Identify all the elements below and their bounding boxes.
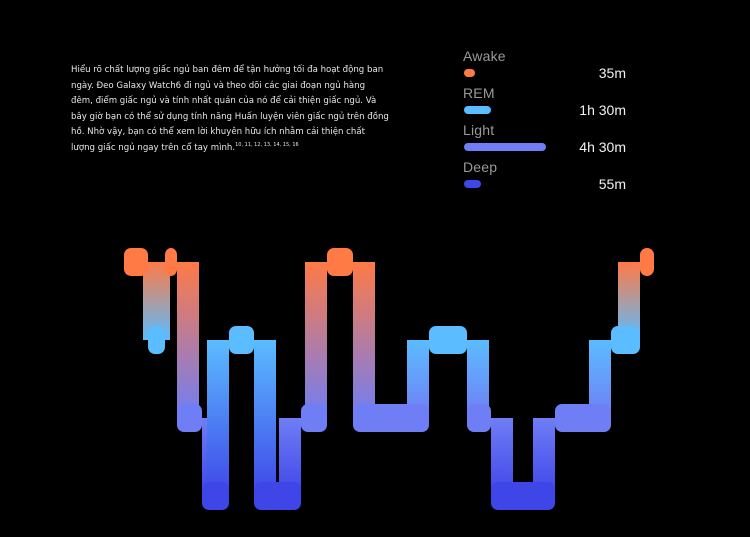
transition-connector (207, 340, 229, 496)
transition-connector (533, 418, 555, 496)
legend-duration-light: 4h 30m (579, 139, 626, 155)
legend-label-rem: REM (463, 85, 495, 101)
legend-bar-rem (464, 106, 492, 114)
legend-duration-deep: 55m (598, 176, 626, 192)
footnote-refs: 10, 11, 12, 13, 14, 15, 16 (235, 141, 299, 148)
transition-connector (407, 340, 429, 418)
stage-block-rem (429, 326, 467, 354)
legend-label-light: Light (463, 122, 495, 138)
legend-bar-light (464, 143, 546, 151)
stage-block-awake (165, 248, 177, 276)
stage-block-light (353, 404, 429, 432)
legend-bar-awake (464, 69, 475, 77)
legend-label-deep: Deep (463, 159, 498, 175)
stage-block-awake (640, 248, 654, 276)
legend-duration-awake: 35m (598, 65, 626, 81)
stage-block-light (177, 404, 202, 432)
transition-connector (353, 262, 375, 418)
stage-block-deep (491, 482, 555, 510)
legend-item-light: Light 4h 30m (463, 120, 633, 157)
stage-block-awake (327, 248, 353, 276)
transition-connector (589, 340, 611, 418)
description-text: Hiểu rõ chất lượng giấc ngủ ban đêm để t… (71, 63, 389, 156)
legend-item-rem: REM 1h 30m (463, 83, 633, 120)
stage-block-rem (148, 326, 165, 354)
transition-connector (305, 262, 327, 418)
transition-connector (177, 262, 199, 418)
stage-block-light (467, 404, 491, 432)
legend-item-awake: Awake 35m (463, 46, 633, 83)
stage-block-awake (124, 248, 148, 276)
stage-block-light (301, 404, 327, 432)
transition-connector (618, 262, 640, 340)
stage-block-rem (611, 326, 640, 354)
legend-item-deep: Deep 55m (463, 157, 633, 194)
transition-connector (143, 262, 165, 340)
transition-connector (491, 418, 513, 496)
transition-connector (279, 418, 301, 496)
stage-block-deep (202, 482, 229, 510)
transition-connector (467, 340, 489, 418)
stage-block-deep (254, 482, 301, 510)
transition-connector (254, 340, 276, 496)
legend-duration-rem: 1h 30m (579, 102, 626, 118)
legend-label-awake: Awake (463, 48, 506, 64)
stage-block-rem (229, 326, 254, 354)
legend-bar-deep (464, 180, 481, 188)
stage-block-light (555, 404, 611, 432)
sleep-stage-legend: Awake 35m REM 1h 30m Light 4h 30m Deep 5… (463, 46, 633, 194)
description-body: Hiểu rõ chất lượng giấc ngủ ban đêm để t… (71, 65, 389, 153)
